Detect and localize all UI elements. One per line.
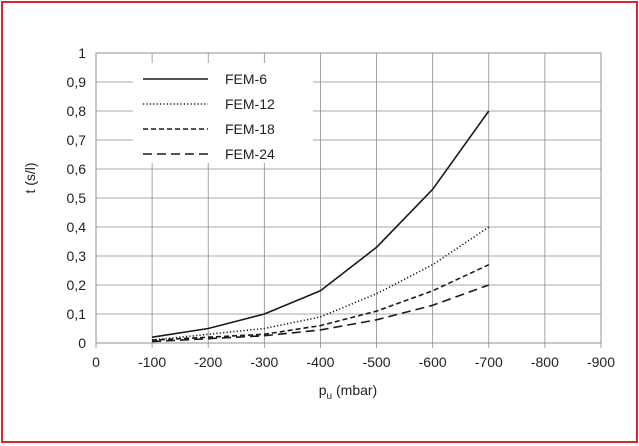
y-tick-label: 0,4 [67,219,87,235]
x-axis-label-subscript: u [327,391,333,402]
legend-label: FEM-18 [225,121,275,137]
y-tick-label: 0,7 [67,132,87,148]
x-axis-label: pu (mbar) [319,382,377,402]
grid-lines [95,52,602,348]
x-axis-label-unit: (mbar) [332,382,377,398]
x-tick-label: -800 [531,354,559,370]
series-lines [151,110,490,343]
y-tick-label: 0 [78,335,86,351]
x-tick-label: -900 [587,354,615,370]
legend-background [133,63,313,163]
y-tick-label: 1 [78,45,86,61]
x-tick-label: -400 [306,354,334,370]
series-line-fem-24 [152,284,490,343]
x-tick-label: -500 [363,354,391,370]
y-tick-label: 0,6 [67,161,87,177]
x-tick-label: -200 [194,354,222,370]
y-tick-label: 0,3 [67,248,87,264]
series-line-fem-6 [151,110,490,338]
x-tick-label: -100 [138,354,166,370]
legend-label: FEM-6 [225,71,267,87]
series-line-fem-18 [152,263,490,341]
x-tick-label: 0 [92,354,100,370]
plot-area-border [95,52,602,344]
legend-label: FEM-12 [225,96,275,112]
x-axis-label-symbol: p [319,382,327,398]
series-line-fem-12 [152,226,490,341]
y-tick-label: 0,1 [67,306,87,322]
y-tick-label: 0,9 [67,74,87,90]
line-chart: 0 -100 -200 -300 -400 -500 -600 -700 -800 -900 00… [22,45,615,402]
y-tick-label: 0,2 [67,277,87,293]
y-axis-ticks: 0 0,1 0,2 0,3 0,4 0,5 0,6 0,7 0,8 0,9 1 [67,45,87,351]
x-tick-label: -700 [475,354,503,370]
legend-label: FEM-24 [225,146,275,162]
y-tick-label: 0,8 [67,103,87,119]
legend: FEM-6 FEM-12 FEM-18 FEM-24 [133,63,313,163]
y-tick-label: 0,5 [67,190,87,206]
x-axis-ticks: 0 -100 -200 -300 -400 -500 -600 -700 -800 -900 [92,354,615,370]
y-axis-label: t (s/l) [22,162,38,193]
x-tick-label: -600 [419,354,447,370]
x-tick-label: -300 [250,354,278,370]
